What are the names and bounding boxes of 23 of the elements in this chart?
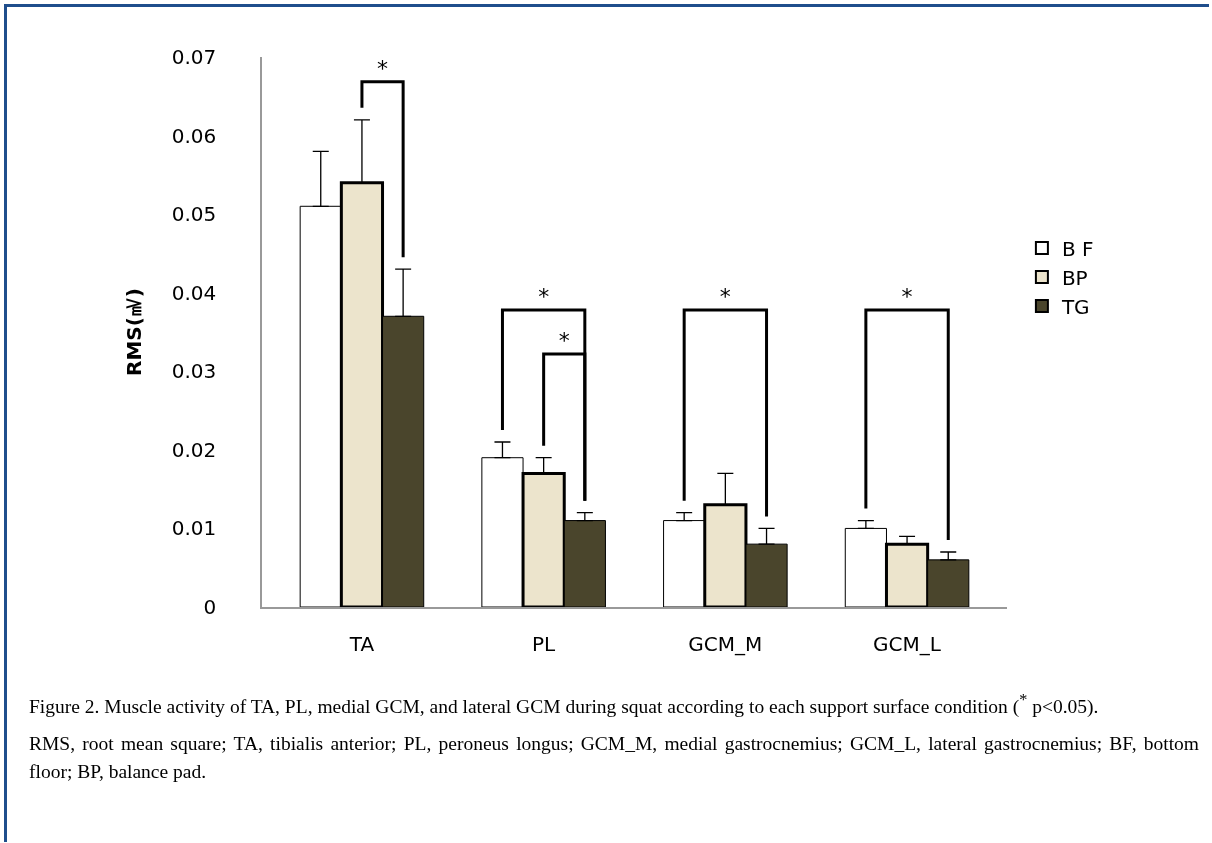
legend-label: BP [1061,265,1088,290]
annotation: * [558,328,570,353]
annotation: * [719,284,731,309]
y-tick-label: 0 [203,595,217,619]
caption: Figure 2. Muscle activity of TA, PL, medial GCM, and lateral GCM during squat according to each support surface condition ($^{*}$ p<0.05). [29,690,1100,719]
legend-label: TG [1060,294,1090,319]
y-tick-label: 0.05 [171,202,217,227]
x-tick-label: TA [348,631,375,656]
y-axis-title: RMS(㎷) [121,288,146,376]
y-tick-label: 0.04 [171,280,217,305]
y-tick-label: 0.07 [171,45,217,69]
y-tick-label: 0.03 [171,359,217,384]
x-tick-label: GCM_L [873,631,942,656]
x-tick-label: GCM_M [688,631,763,656]
y-tick-label: 0.06 [171,123,217,148]
y-tick-label: 0.02 [171,437,217,462]
legend-label: B F [1061,236,1094,261]
annotation: * [538,284,550,309]
y-tick-label: 0.01 [171,516,217,541]
text: RMS, root mean square; TA, tibialis anterior; PL, peroneus longus; GCM_M, medial gastrocnemius; GCM_L, lateral gastrocnemius; BF, bottom floor; BP, balance pad. [29,731,1199,785]
annotation: * [901,284,913,309]
annotation: * [377,55,389,81]
x-tick-label: PL [532,631,557,656]
